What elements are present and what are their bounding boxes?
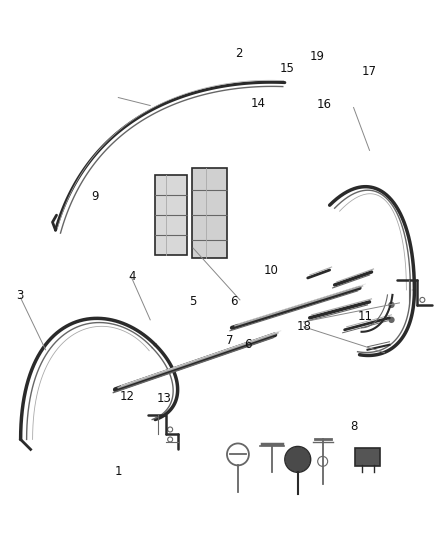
Text: 18: 18 bbox=[297, 320, 311, 333]
Text: 7: 7 bbox=[226, 334, 233, 348]
Text: 6: 6 bbox=[244, 338, 251, 351]
Text: 15: 15 bbox=[279, 62, 294, 75]
Text: 9: 9 bbox=[91, 190, 98, 203]
Text: 12: 12 bbox=[120, 390, 135, 403]
Text: 11: 11 bbox=[358, 311, 373, 324]
Text: 13: 13 bbox=[157, 392, 172, 405]
Circle shape bbox=[389, 317, 394, 322]
Text: 14: 14 bbox=[251, 97, 266, 110]
FancyBboxPatch shape bbox=[155, 175, 187, 255]
Text: 10: 10 bbox=[264, 264, 279, 277]
Circle shape bbox=[389, 302, 394, 308]
FancyBboxPatch shape bbox=[192, 168, 227, 258]
Text: 8: 8 bbox=[351, 421, 358, 433]
Text: 17: 17 bbox=[362, 65, 377, 78]
Text: 19: 19 bbox=[310, 50, 325, 63]
FancyBboxPatch shape bbox=[355, 448, 381, 466]
Text: 3: 3 bbox=[17, 289, 24, 302]
Text: 1: 1 bbox=[115, 465, 122, 478]
Text: 6: 6 bbox=[230, 295, 238, 308]
Text: 16: 16 bbox=[316, 98, 331, 111]
Text: 5: 5 bbox=[189, 295, 197, 308]
Text: 2: 2 bbox=[235, 47, 242, 60]
Text: 4: 4 bbox=[128, 270, 135, 282]
Circle shape bbox=[286, 447, 310, 471]
